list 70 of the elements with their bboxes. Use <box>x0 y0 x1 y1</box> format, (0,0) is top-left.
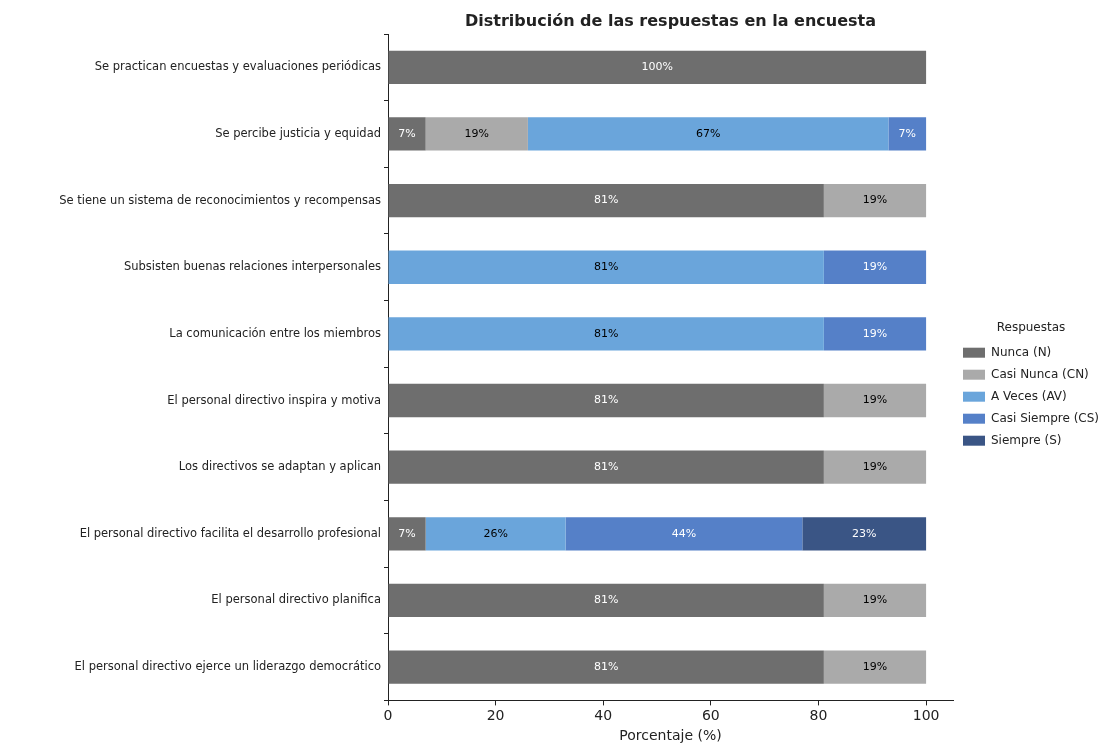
chart-title: Distribución de las respuestas en la encuesta <box>465 11 876 31</box>
bar <box>527 117 889 151</box>
bar <box>388 183 824 218</box>
data-label: 81% <box>593 659 619 673</box>
bar <box>388 517 426 551</box>
x-tick-label: 20 <box>486 707 505 724</box>
data-label: 67% <box>695 126 721 140</box>
data-label: 26% <box>483 526 508 540</box>
data-label: 81% <box>593 393 619 407</box>
data-label: 81% <box>593 460 619 474</box>
data-label: 19% <box>862 460 888 474</box>
x-tick-label: 100 <box>912 707 940 724</box>
bar <box>823 583 927 618</box>
data-label: 81% <box>593 193 619 207</box>
data-label: 81% <box>593 326 619 340</box>
y-tick-label: Se tiene un sistema de reconocimientos y recompensas <box>59 192 381 207</box>
y-tick-label: La comunicación entre los miembros <box>169 325 381 340</box>
y-tick-label: Se practican encuestas y evaluaciones periódicas <box>94 59 381 74</box>
legend-title: Respuestas <box>996 320 1066 335</box>
bar <box>388 450 824 484</box>
data-label: 7% <box>898 126 916 140</box>
y-tick-label: Subsisten buenas relaciones interpersonales <box>123 259 382 274</box>
bar <box>388 117 426 151</box>
bar <box>425 117 528 151</box>
data-label: 19% <box>862 659 888 673</box>
bar <box>823 450 927 484</box>
bar <box>425 517 566 551</box>
bar <box>888 117 927 151</box>
legend-label: Siempre (S) <box>991 432 1062 447</box>
data-label: 23% <box>851 526 877 540</box>
bar <box>823 650 927 684</box>
data-label: 19% <box>862 593 888 607</box>
data-label: 19% <box>862 193 888 207</box>
data-label: 100% <box>641 60 674 74</box>
y-tick-label: El personal directivo facilita el desarrollo profesional <box>79 525 381 540</box>
data-label: 19% <box>464 126 490 140</box>
data-label: 19% <box>862 393 888 407</box>
y-tick-label: Se percibe justicia y equidad <box>215 125 381 140</box>
data-label: 7% <box>398 126 416 140</box>
x-axis-title: Porcentaje (%) <box>619 727 722 744</box>
x-tick-label: 60 <box>701 707 720 724</box>
legend-label: Nunca (N) <box>991 344 1052 359</box>
legend-label: A Veces (AV) <box>991 388 1067 403</box>
y-tick-label: Los directivos se adaptan y aplican <box>178 459 381 474</box>
bar <box>823 183 927 218</box>
bar <box>565 517 803 551</box>
bar <box>388 650 824 684</box>
x-tick-label: 40 <box>594 707 613 724</box>
legend-label: Casi Nunca (CN) <box>991 366 1089 381</box>
x-tick-label: 80 <box>809 707 828 724</box>
data-label: 44% <box>671 526 697 540</box>
legend-label: Casi Siempre (CS) <box>991 410 1099 425</box>
x-tick-label: 0 <box>383 707 393 724</box>
bar <box>823 250 927 284</box>
data-label: 19% <box>862 260 888 274</box>
bar <box>823 317 927 351</box>
bar <box>388 317 824 351</box>
bar <box>388 583 824 618</box>
data-label: 7% <box>398 526 416 540</box>
data-label: 19% <box>862 326 888 340</box>
bar <box>388 250 824 284</box>
data-label: 81% <box>593 260 619 274</box>
bar <box>823 383 927 418</box>
bar <box>388 50 927 84</box>
bar <box>388 383 824 418</box>
y-tick-label: El personal directivo inspira y motiva <box>167 392 381 407</box>
data-label: 81% <box>593 593 619 607</box>
y-tick-label: El personal directivo ejerce un liderazgo democrático <box>74 659 381 674</box>
bar <box>802 517 927 551</box>
y-tick-label: El personal directivo planifica <box>211 592 381 607</box>
